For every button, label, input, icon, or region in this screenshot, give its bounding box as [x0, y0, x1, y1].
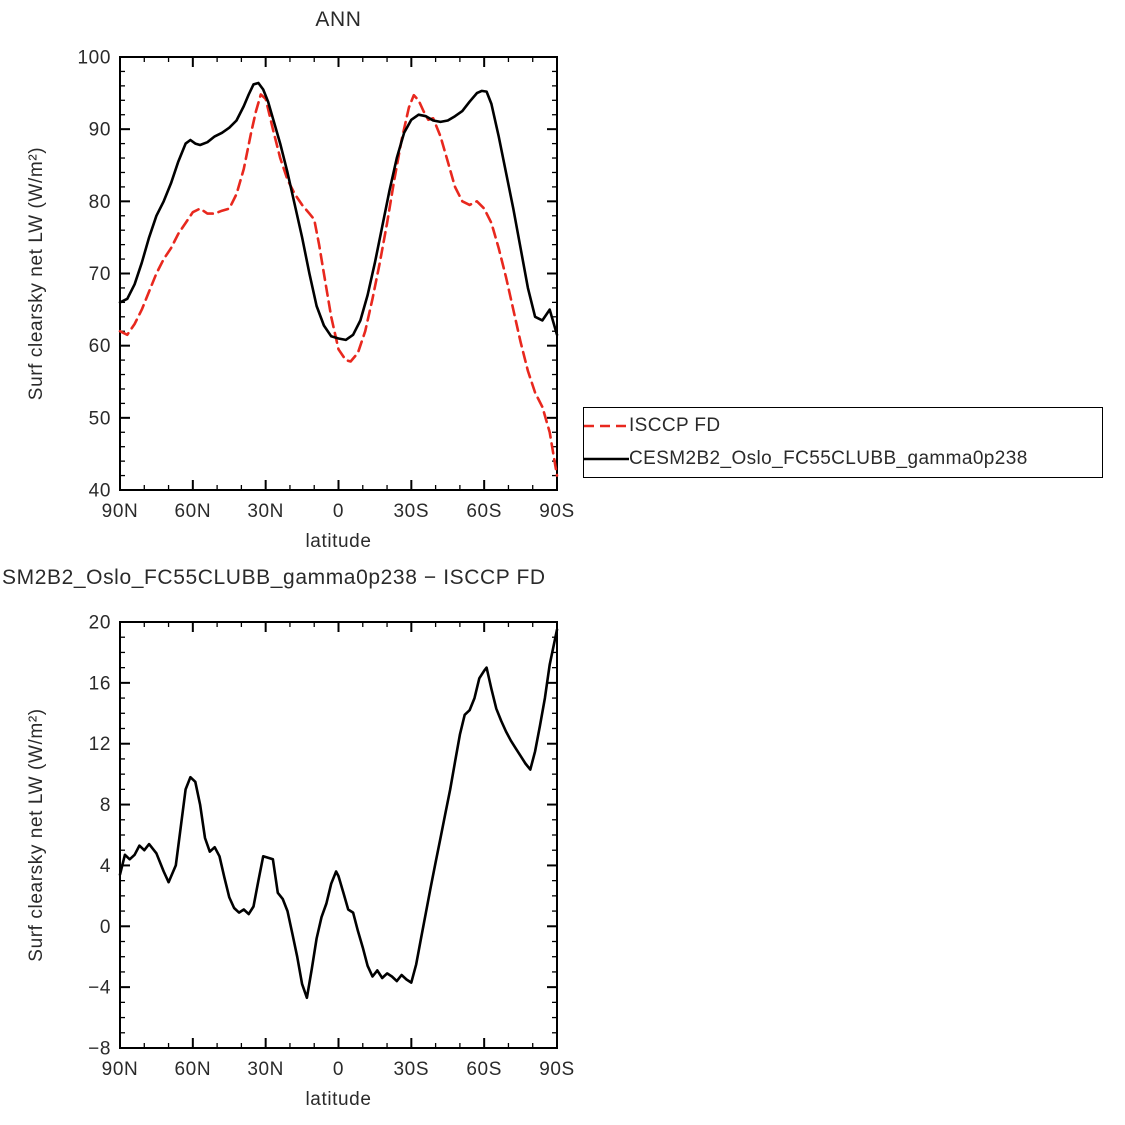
- svg-text:60: 60: [89, 336, 111, 357]
- svg-text:90N: 90N: [102, 1059, 139, 1080]
- svg-text:50: 50: [89, 408, 111, 429]
- svg-text:80: 80: [89, 192, 111, 213]
- y-axis-label: Surf clearsky net LW (W/m²): [26, 708, 47, 961]
- chart-title: SM2B2_Oslo_FC55CLUBB_gamma0p238 − ISCCP …: [2, 566, 546, 589]
- tick-labels: 90N 60N 30N 0 30S 60S 90S 40 50 60 70 80 90 100: [77, 48, 574, 523]
- legend: ISCCP FD CESM2B2_Oslo_FC55CLUBB_gamma0p2…: [583, 407, 1103, 478]
- y-axis-label: Surf clearsky net LW (W/m²): [26, 147, 47, 400]
- svg-text:60S: 60S: [466, 1059, 502, 1080]
- series-line-0: [118, 93, 559, 477]
- svg-text:4: 4: [100, 856, 111, 877]
- svg-text:0: 0: [333, 1059, 344, 1080]
- svg-text:30S: 30S: [394, 501, 430, 522]
- axis-titles: SM2B2_Oslo_FC55CLUBB_gamma0p238 − ISCCP …: [2, 566, 546, 1110]
- legend-line-sample-solid-icon: [584, 457, 629, 461]
- svg-text:90S: 90S: [539, 1059, 575, 1080]
- svg-text:0: 0: [100, 917, 111, 938]
- svg-text:70: 70: [89, 264, 111, 285]
- legend-label-cesm2b2: CESM2B2_Oslo_FC55CLUBB_gamma0p238: [629, 448, 1028, 469]
- svg-text:16: 16: [89, 673, 111, 694]
- svg-text:30N: 30N: [247, 1059, 284, 1080]
- plot-frame: [119, 56, 558, 491]
- svg-text:0: 0: [333, 501, 344, 522]
- svg-text:100: 100: [77, 48, 111, 69]
- svg-text:90: 90: [89, 120, 111, 141]
- svg-text:90S: 90S: [539, 501, 575, 522]
- x-axis-label: latitude: [305, 1089, 371, 1110]
- svg-text:8: 8: [100, 795, 111, 816]
- axis-ticks: [119, 621, 558, 1049]
- legend-entry-isccp-fd: ISCCP FD: [584, 411, 1102, 441]
- svg-text:20: 20: [89, 613, 111, 634]
- axis-ticks: [119, 56, 558, 491]
- axis-titles: ANN latitude Surf clearsky net LW (W/m²): [26, 8, 371, 552]
- svg-text:30N: 30N: [247, 501, 284, 522]
- bottom-difference-chart: 90N 60N 30N 0 30S 60S 90S −8 −4 0 4 8 12 16 20 SM2B2_Os…: [2, 566, 575, 1110]
- legend-label-isccp-fd: ISCCP FD: [629, 415, 721, 436]
- tick-labels: 90N 60N 30N 0 30S 60S 90S −8 −4 0 4 8 12 16 20: [88, 613, 575, 1081]
- svg-text:−4: −4: [88, 978, 111, 999]
- series-line-0: [118, 628, 559, 1000]
- legend-line-sample-dashed-icon: [584, 424, 629, 428]
- svg-text:90N: 90N: [102, 501, 139, 522]
- x-axis-label: latitude: [305, 531, 371, 552]
- svg-text:60N: 60N: [175, 1059, 212, 1080]
- svg-text:30S: 30S: [394, 1059, 430, 1080]
- svg-text:60S: 60S: [466, 501, 502, 522]
- svg-text:−8: −8: [88, 1039, 111, 1060]
- series-line-1: [118, 81, 559, 342]
- top-chart: 90N 60N 30N 0 30S 60S 90S 40 50 60 70 80 90 100 ANN lat…: [26, 8, 574, 552]
- series-lines: [118, 81, 559, 477]
- svg-text:60N: 60N: [175, 501, 212, 522]
- chart-title: ANN: [315, 8, 361, 31]
- series-lines: [118, 628, 559, 1000]
- legend-entry-cesm2b2: CESM2B2_Oslo_FC55CLUBB_gamma0p238: [584, 444, 1102, 474]
- svg-text:12: 12: [89, 734, 111, 755]
- svg-text:40: 40: [89, 481, 111, 502]
